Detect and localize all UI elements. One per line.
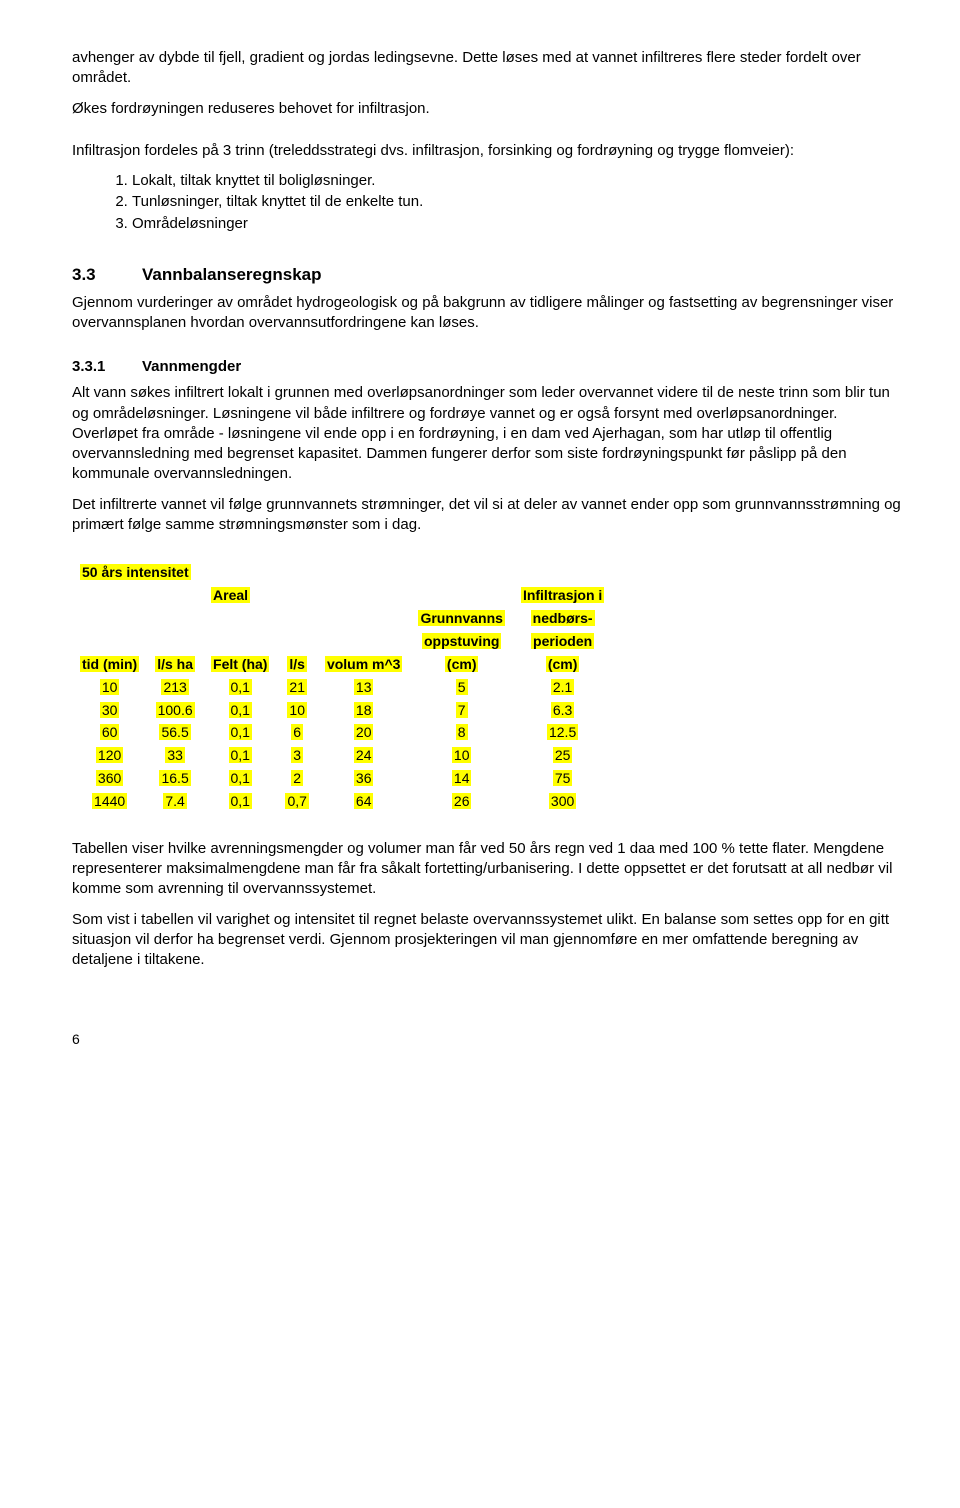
header-lsha: l/s ha	[147, 653, 203, 676]
after-table-para-2: Som vist i tabellen vil varighet og inte…	[72, 910, 904, 971]
header-grunn-line3: (cm)	[410, 653, 512, 676]
list-item: Områdeløsninger	[132, 214, 904, 234]
table-row: 120 33 0,1 3 24 10 25	[72, 744, 612, 767]
section-number: 3.3	[72, 264, 142, 287]
table-header-row-1: Areal Infiltrasjon i	[72, 584, 612, 607]
list-item: Tunløsninger, tiltak knyttet til de enke…	[132, 192, 904, 212]
header-infil-line1: Infiltrasjon i	[513, 584, 612, 607]
table-row: 1440 7.4 0,1 0,7 64 26 300	[72, 790, 612, 813]
table-row: 60 56.5 0,1 6 20 8 12.5	[72, 721, 612, 744]
section-3-3-para: Gjennom vurderinger av området hydrogeol…	[72, 293, 904, 334]
table-title-row: 50 års intensitet	[72, 561, 612, 584]
table-header-row-4: tid (min) l/s ha Felt (ha) l/s volum m^3…	[72, 653, 612, 676]
table-row: 30 100.6 0,1 10 18 7 6.3	[72, 699, 612, 722]
table-title-cell: 50 års intensitet	[72, 561, 203, 584]
header-grunn-line2: oppstuving	[410, 630, 512, 653]
after-table-para-1: Tabellen viser hvilke avrenningsmengder …	[72, 839, 904, 900]
header-ls: l/s	[277, 653, 316, 676]
header-areal: Areal	[203, 584, 277, 607]
intro-para-3: Infiltrasjon fordeles på 3 trinn (treled…	[72, 141, 904, 161]
subsection-para-1: Alt vann søkes infiltrert lokalt i grunn…	[72, 383, 904, 484]
intro-para-1: avhenger av dybde til fjell, gradient og…	[72, 48, 904, 89]
subsection-title: Vannmengder	[142, 358, 241, 375]
strategy-list: Lokalt, tiltak knyttet til boligløsninge…	[72, 171, 904, 234]
table-row: 360 16.5 0,1 2 36 14 75	[72, 767, 612, 790]
list-item: Lokalt, tiltak knyttet til boligløsninge…	[132, 171, 904, 191]
table-header-row-2: Grunnvanns nedbørs-	[72, 607, 612, 630]
header-grunn-line1: Grunnvanns	[410, 607, 512, 630]
intro-para-2: Økes fordrøyningen reduseres behovet for…	[72, 99, 904, 119]
page-number: 6	[72, 1030, 904, 1049]
subsection-heading-3-3-1: 3.3.1Vannmengder	[72, 357, 904, 377]
header-infil-line2: nedbørs-	[513, 607, 612, 630]
header-infil-line4: (cm)	[513, 653, 612, 676]
section-heading-3-3: 3.3Vannbalanseregnskap	[72, 264, 904, 287]
table-row: 10 213 0,1 21 13 5 2.1	[72, 676, 612, 699]
table-title: 50 års intensitet	[80, 564, 191, 580]
intro-block: avhenger av dybde til fjell, gradient og…	[72, 48, 904, 119]
header-infil-line3: perioden	[513, 630, 612, 653]
subsection-number: 3.3.1	[72, 357, 142, 377]
subsection-para-2: Det infiltrerte vannet vil følge grunnva…	[72, 495, 904, 536]
section-title: Vannbalanseregnskap	[142, 265, 322, 284]
header-felt: Felt (ha)	[203, 653, 277, 676]
header-tid: tid (min)	[72, 653, 147, 676]
table-header-row-3: oppstuving perioden	[72, 630, 612, 653]
header-vol: volum m^3	[317, 653, 411, 676]
intensity-table: 50 års intensitet Areal Infiltrasjon i G…	[72, 561, 612, 813]
